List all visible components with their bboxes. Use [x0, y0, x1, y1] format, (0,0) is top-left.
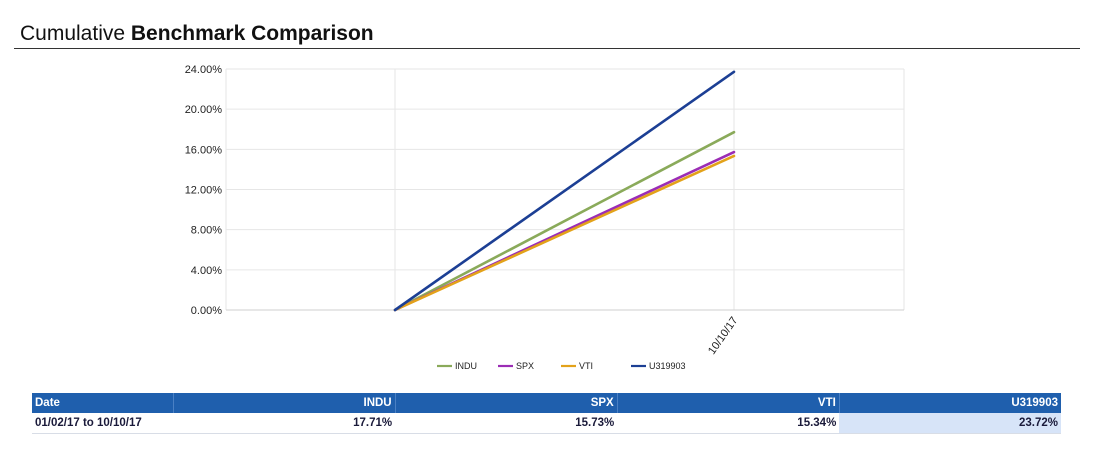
- legend-label: VTI: [579, 361, 593, 371]
- cell-vti: 15.34%: [617, 413, 840, 434]
- y-tick-label: 12.00%: [185, 185, 223, 197]
- cell-spx: 15.73%: [395, 413, 618, 434]
- title-bold: Benchmark Comparison: [130, 22, 374, 45]
- header-date: Date: [32, 393, 174, 413]
- series-line-vti: [393, 154, 736, 312]
- y-tick-label: 20.00%: [185, 104, 223, 116]
- cell-date-range: 01/02/17 to 10/10/17: [32, 413, 174, 434]
- series-line-u319903: [393, 70, 736, 312]
- title-divider: [14, 48, 1080, 49]
- table-header-row: Date INDU SPX VTI U319903: [32, 393, 1061, 413]
- x-tick-label: 10/10/17: [706, 315, 740, 357]
- cell-indu: 17.71%: [173, 413, 396, 434]
- header-vti: VTI: [617, 393, 840, 413]
- y-tick-label: 24.00%: [185, 64, 223, 76]
- page-title: Cumulative Benchmark Comparison: [20, 22, 374, 46]
- table-row: 01/02/17 to 10/10/17 17.71% 15.73% 15.34…: [32, 413, 1061, 434]
- legend-label: INDU: [455, 361, 477, 371]
- cell-u319903: 23.72%: [839, 413, 1061, 434]
- header-indu: INDU: [173, 393, 396, 413]
- y-tick-label: 8.00%: [191, 225, 222, 237]
- y-tick-label: 4.00%: [191, 265, 222, 277]
- benchmark-table: Date INDU SPX VTI U319903 01/02/17 to 10…: [32, 393, 1061, 434]
- benchmark-line-chart: 0.00% 4.00% 8.00% 12.00% 16.00% 20.00% 24.00% 1…: [185, 64, 905, 371]
- header-u319903: U319903: [839, 393, 1061, 413]
- y-tick-label: 16.00%: [185, 144, 223, 156]
- series-line-indu: [393, 130, 736, 312]
- legend-label: SPX: [516, 361, 534, 371]
- header-spx: SPX: [395, 393, 618, 413]
- y-tick-label: 0.00%: [191, 305, 222, 317]
- title-light: Cumulative: [20, 22, 126, 45]
- legend-label: U319903: [649, 361, 686, 371]
